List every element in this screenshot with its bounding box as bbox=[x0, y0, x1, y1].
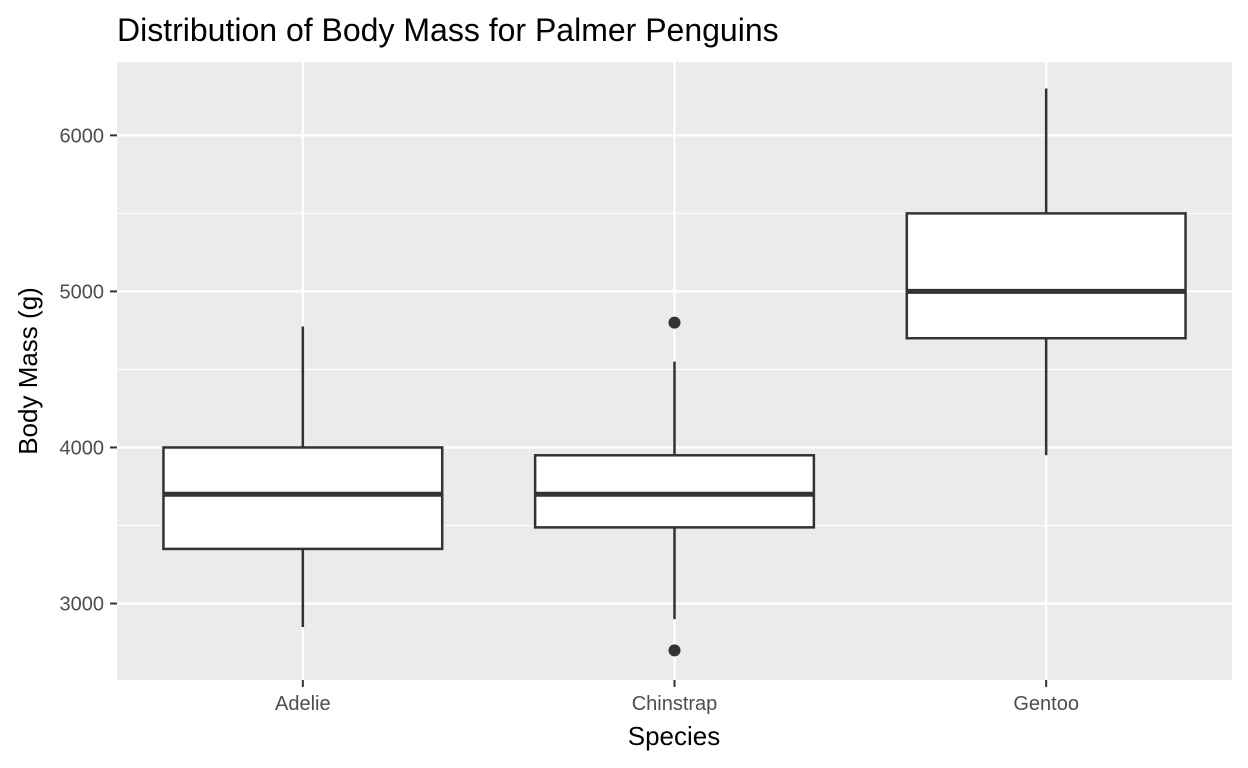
plot-area: 3000 4000 5000 6000 Adelie Chinstrap Gentoo bbox=[60, 62, 1232, 715]
box bbox=[905, 212, 1187, 340]
y-tick-label: 5000 bbox=[60, 281, 105, 303]
y-tick-label: 6000 bbox=[60, 125, 105, 147]
x-tick-label: Chinstrap bbox=[632, 693, 718, 715]
box bbox=[533, 454, 816, 529]
y-axis-title: Body Mass (g) bbox=[13, 287, 43, 455]
box bbox=[162, 446, 444, 551]
outlier-point bbox=[668, 316, 681, 329]
x-tick-label: Gentoo bbox=[1013, 693, 1079, 715]
outlier-point bbox=[668, 644, 681, 657]
chart-title: Distribution of Body Mass for Palmer Pen… bbox=[117, 12, 779, 48]
x-axis-title: Species bbox=[628, 721, 721, 751]
x-tick-label: Adelie bbox=[275, 693, 331, 715]
y-tick-label: 4000 bbox=[60, 437, 105, 459]
y-tick-label: 3000 bbox=[60, 594, 105, 616]
